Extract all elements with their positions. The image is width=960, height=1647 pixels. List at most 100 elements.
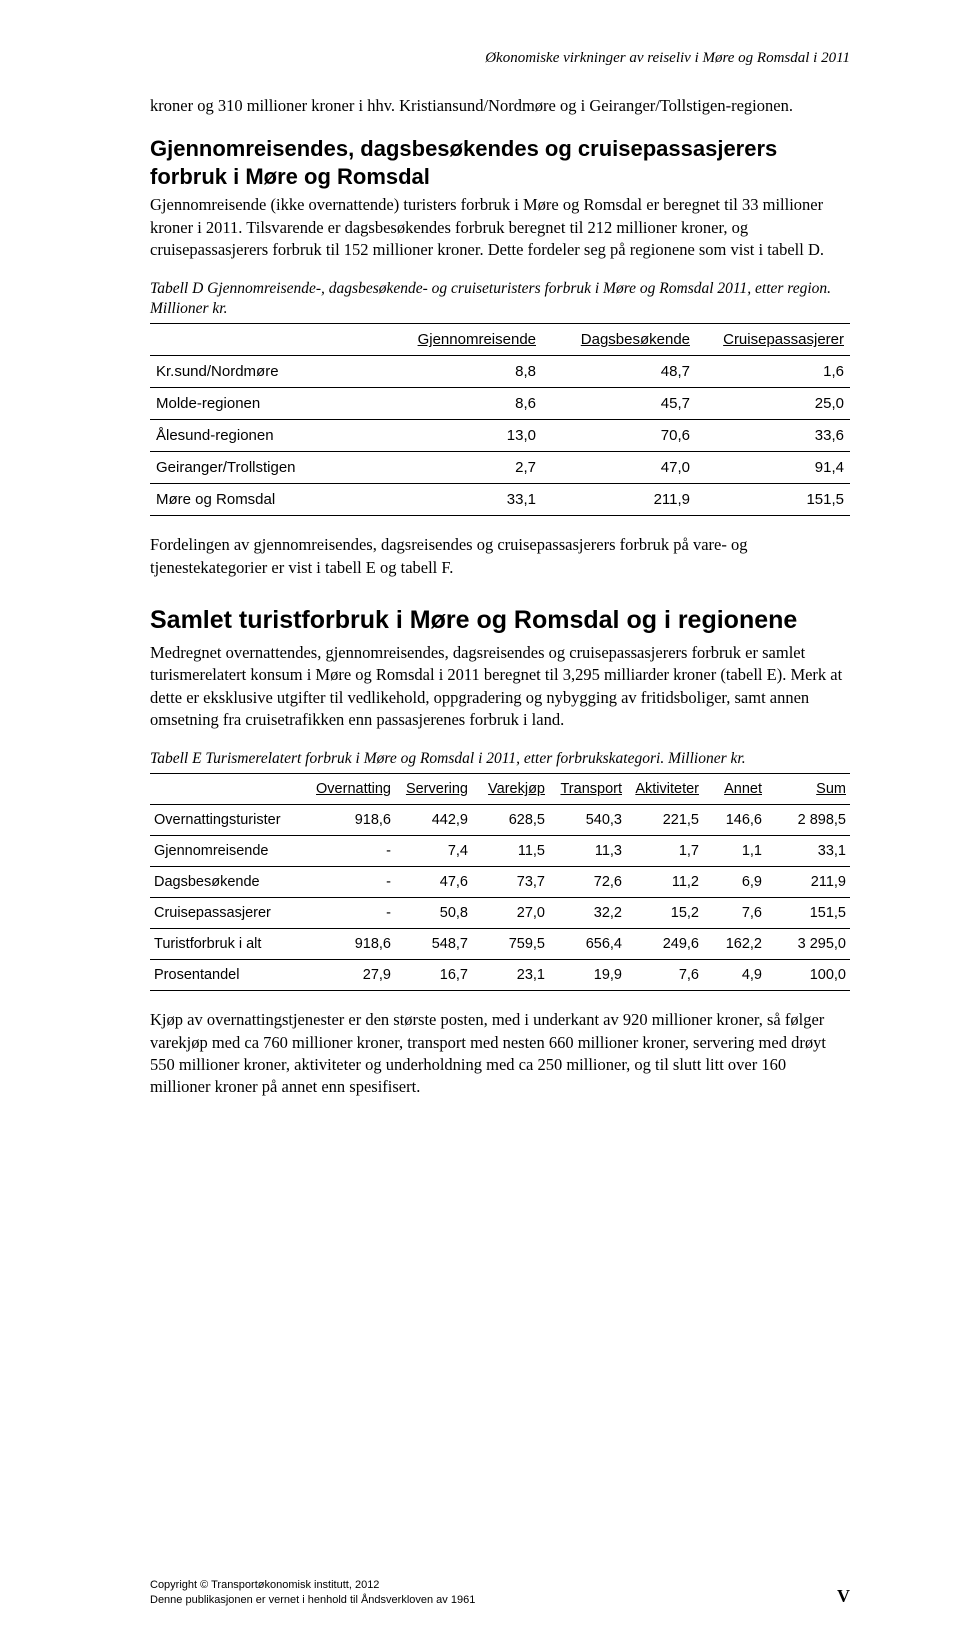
cell: 151,5 (766, 898, 850, 929)
cell: 918,6 (311, 929, 395, 960)
table-total-row: Turistforbruk i alt 918,6 548,7 759,5 65… (150, 929, 850, 960)
table-e-header-row: Overnatting Servering Varekjøp Transport… (150, 774, 850, 805)
cell: 50,8 (395, 898, 472, 929)
cell: 221,5 (626, 805, 703, 836)
cell: 2,7 (374, 452, 542, 484)
cell: Overnattingsturister (150, 805, 311, 836)
table-d-header-row: Gjennomreisende Dagsbesøkende Cruisepass… (150, 324, 850, 356)
cell: 162,2 (703, 929, 766, 960)
cell: Dagsbesøkende (150, 867, 311, 898)
cell: 211,9 (542, 484, 696, 516)
cell: 8,8 (374, 356, 542, 388)
table-row: Gjennomreisende - 7,4 11,5 11,3 1,7 1,1 … (150, 836, 850, 867)
cell: 27,9 (311, 960, 395, 991)
cell: 13,0 (374, 420, 542, 452)
cell: 47,0 (542, 452, 696, 484)
document-page: Økonomiske virkninger av reiseliv i Møre… (0, 0, 960, 1647)
table-d-col2: Dagsbesøkende (542, 324, 696, 356)
table-d-col0 (150, 324, 374, 356)
table-e-col6: Annet (703, 774, 766, 805)
intro-paragraph: kroner og 310 millioner kroner i hhv. Kr… (150, 95, 850, 117)
cell: 100,0 (766, 960, 850, 991)
cell: 548,7 (395, 929, 472, 960)
cell: 33,6 (696, 420, 850, 452)
section1-heading: Gjennomreisendes, dagsbesøkendes og crui… (150, 135, 850, 190)
section1-paragraph: Gjennomreisende (ikke overnattende) turi… (150, 194, 850, 261)
cell: Møre og Romsdal (150, 484, 374, 516)
table-e-caption: Tabell E Turismerelatert forbruk i Møre … (150, 749, 850, 769)
cell: 4,9 (703, 960, 766, 991)
cell: Molde-regionen (150, 388, 374, 420)
copyright-block: Copyright © Transportøkonomisk institutt… (150, 1578, 475, 1607)
cell: 32,2 (549, 898, 626, 929)
table-row: Molde-regionen 8,6 45,7 25,0 (150, 388, 850, 420)
cell: 19,9 (549, 960, 626, 991)
cell: 1,1 (703, 836, 766, 867)
cell: 759,5 (472, 929, 549, 960)
cell: 23,1 (472, 960, 549, 991)
table-e-col2: Servering (395, 774, 472, 805)
cell: - (311, 836, 395, 867)
cell: 6,9 (703, 867, 766, 898)
table-e-col4: Transport (549, 774, 626, 805)
page-number: V (837, 1586, 850, 1607)
table-e-col0 (150, 774, 311, 805)
cell: - (311, 898, 395, 929)
cell: 442,9 (395, 805, 472, 836)
cell: Cruisepassasjerer (150, 898, 311, 929)
section1-after-paragraph: Fordelingen av gjennomreisendes, dagsrei… (150, 534, 850, 579)
section2-heading: Samlet turistforbruk i Møre og Romsdal o… (150, 605, 850, 636)
table-d: Gjennomreisende Dagsbesøkende Cruisepass… (150, 323, 850, 516)
copyright-line2: Denne publikasjonen er vernet i henhold … (150, 1593, 475, 1607)
cell: 1,7 (626, 836, 703, 867)
cell: Geiranger/Trollstigen (150, 452, 374, 484)
cell: 16,7 (395, 960, 472, 991)
cell: 47,6 (395, 867, 472, 898)
cell: 48,7 (542, 356, 696, 388)
table-e-col5: Aktiviteter (626, 774, 703, 805)
section2-paragraph: Medregnet overnattendes, gjennomreisende… (150, 642, 850, 731)
cell: 249,6 (626, 929, 703, 960)
cell: 11,5 (472, 836, 549, 867)
cell: Prosentandel (150, 960, 311, 991)
running-header: Økonomiske virkninger av reiseliv i Møre… (150, 50, 850, 67)
cell: 918,6 (311, 805, 395, 836)
cell: Ålesund-regionen (150, 420, 374, 452)
table-d-col3: Cruisepassasjerer (696, 324, 850, 356)
cell: 211,9 (766, 867, 850, 898)
cell: 33,1 (374, 484, 542, 516)
cell: 8,6 (374, 388, 542, 420)
cell: 45,7 (542, 388, 696, 420)
table-e-col1: Overnatting (311, 774, 395, 805)
cell: Gjennomreisende (150, 836, 311, 867)
cell: - (311, 867, 395, 898)
table-row: Overnattingsturister 918,6 442,9 628,5 5… (150, 805, 850, 836)
table-percent-row: Prosentandel 27,9 16,7 23,1 19,9 7,6 4,9… (150, 960, 850, 991)
table-e-col3: Varekjøp (472, 774, 549, 805)
table-row: Cruisepassasjerer - 50,8 27,0 32,2 15,2 … (150, 898, 850, 929)
cell: Turistforbruk i alt (150, 929, 311, 960)
cell: 7,4 (395, 836, 472, 867)
table-d-col1: Gjennomreisende (374, 324, 542, 356)
table-row: Ålesund-regionen 13,0 70,6 33,6 (150, 420, 850, 452)
table-e-col7: Sum (766, 774, 850, 805)
cell: 72,6 (549, 867, 626, 898)
cell: 15,2 (626, 898, 703, 929)
cell: 7,6 (703, 898, 766, 929)
cell: 151,5 (696, 484, 850, 516)
table-row: Geiranger/Trollstigen 2,7 47,0 91,4 (150, 452, 850, 484)
cell: 73,7 (472, 867, 549, 898)
cell: 25,0 (696, 388, 850, 420)
cell: 540,3 (549, 805, 626, 836)
cell: 656,4 (549, 929, 626, 960)
cell: 11,2 (626, 867, 703, 898)
table-e: Overnatting Servering Varekjøp Transport… (150, 773, 850, 991)
page-footer: Copyright © Transportøkonomisk institutt… (150, 1578, 850, 1607)
copyright-line1: Copyright © Transportøkonomisk institutt… (150, 1578, 475, 1592)
table-total-row: Møre og Romsdal 33,1 211,9 151,5 (150, 484, 850, 516)
table-d-caption: Tabell D Gjennomreisende-, dagsbesøkende… (150, 279, 850, 319)
cell: 146,6 (703, 805, 766, 836)
cell: 3 295,0 (766, 929, 850, 960)
cell: 27,0 (472, 898, 549, 929)
cell: 11,3 (549, 836, 626, 867)
